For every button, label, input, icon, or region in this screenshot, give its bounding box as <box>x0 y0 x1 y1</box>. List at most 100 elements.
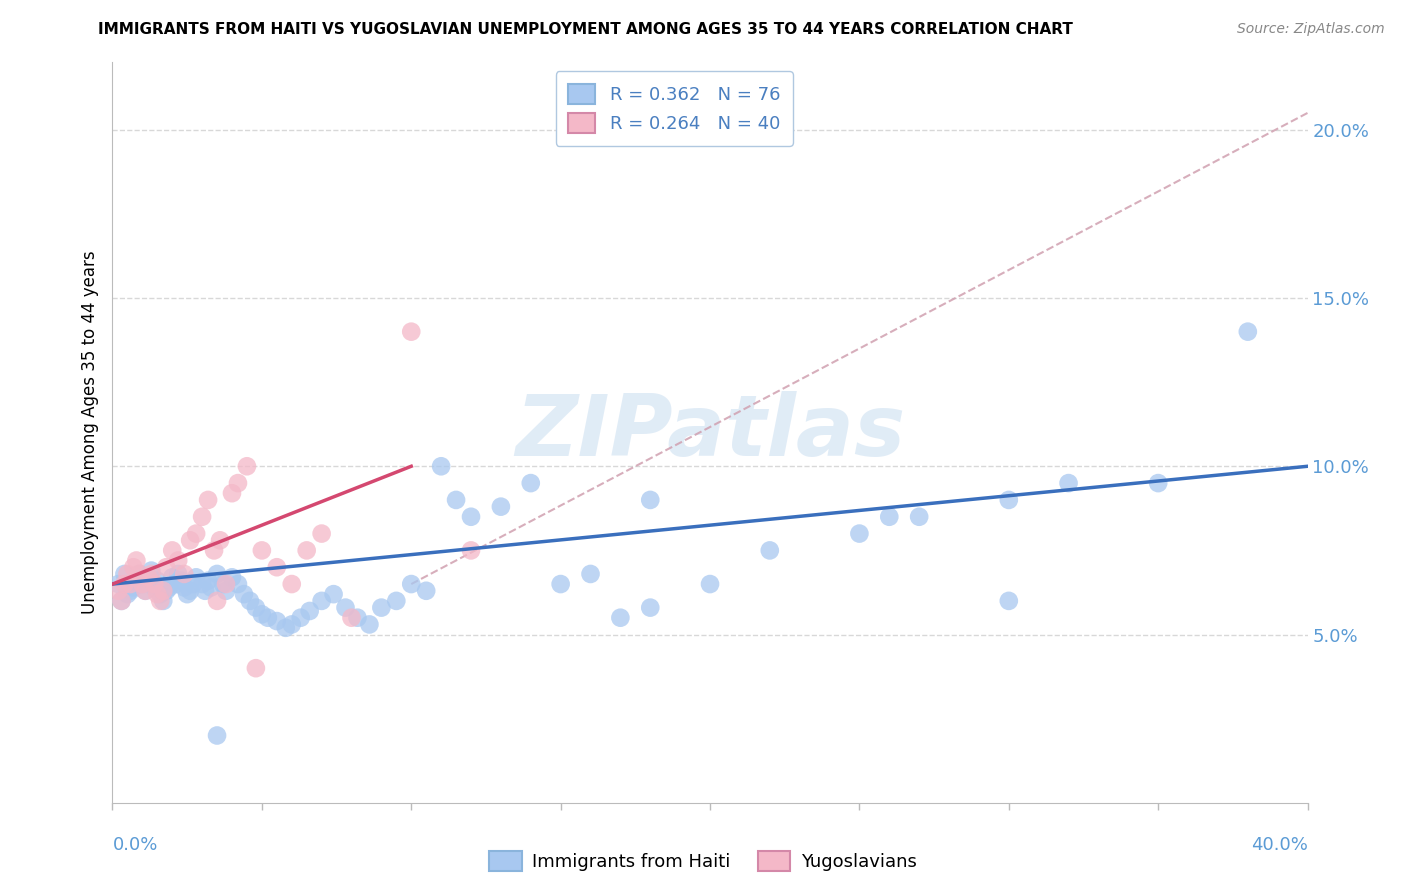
Point <box>131 577 153 591</box>
Point <box>157 581 180 595</box>
Point <box>120 577 142 591</box>
Point <box>110 594 132 608</box>
Point <box>489 500 512 514</box>
Point <box>134 583 156 598</box>
Point <box>226 577 249 591</box>
Point <box>155 583 177 598</box>
Point <box>998 594 1021 608</box>
Point <box>340 610 363 624</box>
Point <box>179 533 201 548</box>
Point <box>520 476 543 491</box>
Point <box>245 600 267 615</box>
Text: 0.0%: 0.0% <box>112 836 157 855</box>
Point <box>165 577 187 591</box>
Point <box>191 577 214 591</box>
Point <box>162 570 183 584</box>
Point <box>205 729 228 743</box>
Point <box>162 543 183 558</box>
Point <box>200 581 222 595</box>
Point <box>266 614 288 628</box>
Point <box>215 577 238 591</box>
Point <box>181 577 204 591</box>
Point <box>146 587 169 601</box>
Point <box>250 607 273 622</box>
Point <box>385 594 408 608</box>
Point <box>138 570 160 584</box>
Point <box>128 566 150 581</box>
Point <box>266 560 288 574</box>
Point <box>281 577 304 591</box>
Point <box>239 594 262 608</box>
Point <box>128 566 150 581</box>
Point <box>215 583 238 598</box>
Point <box>257 610 280 624</box>
Point <box>173 566 195 581</box>
Point <box>176 587 198 601</box>
Point <box>146 574 169 588</box>
Point <box>226 476 249 491</box>
Point <box>346 610 368 624</box>
Point <box>110 594 132 608</box>
Legend: Immigrants from Haiti, Yugoslavians: Immigrants from Haiti, Yugoslavians <box>482 844 924 879</box>
Point <box>221 486 243 500</box>
Point <box>152 594 174 608</box>
Point <box>998 492 1021 507</box>
Point <box>186 570 208 584</box>
Y-axis label: Unemployment Among Ages 35 to 44 years: Unemployment Among Ages 35 to 44 years <box>80 251 98 615</box>
Point <box>401 325 423 339</box>
Point <box>205 566 228 581</box>
Point <box>370 600 392 615</box>
Point <box>579 566 602 581</box>
Point <box>167 566 190 581</box>
Point <box>221 570 243 584</box>
Point <box>138 570 160 584</box>
Point <box>209 533 232 548</box>
Point <box>125 574 148 588</box>
Point <box>699 577 721 591</box>
Point <box>759 543 782 558</box>
Point <box>143 581 166 595</box>
Point <box>848 526 870 541</box>
Point <box>143 577 166 591</box>
Point <box>120 583 142 598</box>
Point <box>444 492 467 507</box>
Point <box>107 583 129 598</box>
Point <box>550 577 572 591</box>
Legend: R = 0.362   N = 76, R = 0.264   N = 40: R = 0.362 N = 76, R = 0.264 N = 40 <box>555 71 793 145</box>
Point <box>1237 325 1260 339</box>
Point <box>290 610 312 624</box>
Point <box>430 459 453 474</box>
Point <box>460 543 482 558</box>
Point <box>197 492 219 507</box>
Point <box>194 583 217 598</box>
Point <box>134 583 156 598</box>
Point <box>197 574 219 588</box>
Point <box>114 577 135 591</box>
Point <box>295 543 318 558</box>
Point <box>250 543 273 558</box>
Point <box>131 577 153 591</box>
Point <box>311 526 333 541</box>
Point <box>122 560 145 574</box>
Text: Source: ZipAtlas.com: Source: ZipAtlas.com <box>1237 22 1385 37</box>
Point <box>167 553 190 567</box>
Point <box>117 587 139 601</box>
Point <box>149 587 172 601</box>
Point <box>212 577 235 591</box>
Point <box>460 509 482 524</box>
Point <box>908 509 931 524</box>
Point <box>281 617 304 632</box>
Point <box>122 581 145 595</box>
Point <box>202 543 225 558</box>
Point <box>1147 476 1170 491</box>
Point <box>179 583 201 598</box>
Point <box>191 509 214 524</box>
Point <box>205 594 228 608</box>
Text: IMMIGRANTS FROM HAITI VS YUGOSLAVIAN UNEMPLOYMENT AMONG AGES 35 TO 44 YEARS CORR: IMMIGRANTS FROM HAITI VS YUGOSLAVIAN UNE… <box>98 22 1073 37</box>
Point <box>170 574 193 588</box>
Point <box>609 610 631 624</box>
Point <box>335 600 357 615</box>
Point <box>149 594 172 608</box>
Point <box>117 566 139 581</box>
Point <box>107 577 129 591</box>
